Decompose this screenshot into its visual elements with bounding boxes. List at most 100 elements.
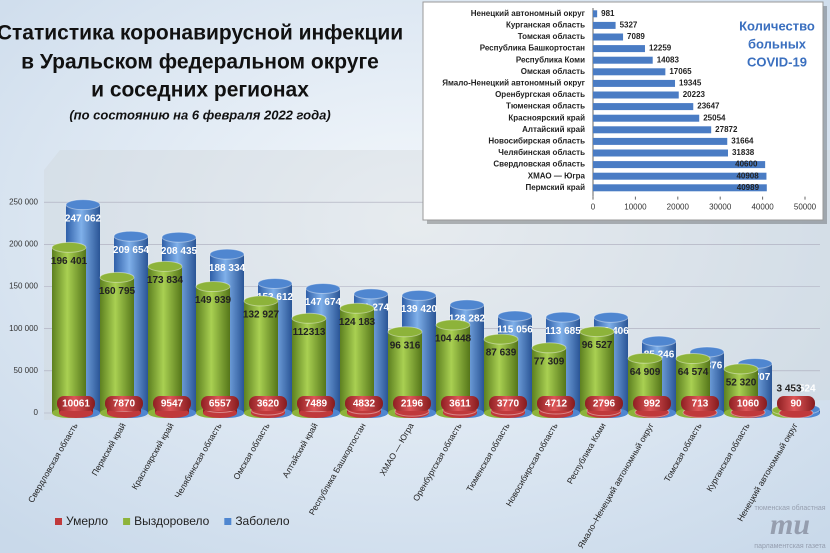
data-label: 713 bbox=[692, 399, 709, 410]
label-pill bbox=[729, 396, 767, 411]
data-label: 20223 bbox=[683, 90, 706, 99]
bar bbox=[593, 149, 728, 157]
bar-top bbox=[497, 310, 533, 322]
bar bbox=[51, 241, 87, 418]
data-label: 3620 bbox=[257, 399, 280, 410]
bar-top bbox=[675, 353, 711, 365]
bar bbox=[99, 271, 135, 418]
label-pill bbox=[393, 396, 431, 411]
data-label: 90 bbox=[790, 399, 802, 410]
data-label: 992 bbox=[644, 399, 661, 410]
data-label: 115 056 bbox=[497, 325, 533, 336]
data-label: 208 435 bbox=[161, 246, 198, 257]
data-label: 4 524 bbox=[790, 384, 815, 395]
bar-top bbox=[51, 241, 87, 253]
y-tick-label: 50 000 bbox=[14, 366, 39, 375]
bar-top bbox=[579, 326, 615, 338]
data-label: 52 320 bbox=[726, 378, 757, 389]
data-label: 160 795 bbox=[99, 286, 136, 297]
chart-title: и соседних регионах bbox=[91, 79, 309, 102]
data-label: 149 939 bbox=[195, 295, 232, 306]
data-label: 153 612 bbox=[257, 292, 294, 303]
category-label: Томская область bbox=[518, 32, 585, 41]
bar bbox=[593, 161, 766, 169]
bar-top bbox=[627, 352, 663, 364]
bar bbox=[593, 114, 700, 122]
data-label: 4712 bbox=[545, 399, 568, 410]
data-label: 112313 bbox=[293, 327, 326, 338]
label-pill bbox=[633, 396, 671, 411]
category-label: Республика Башкортостан bbox=[480, 44, 585, 53]
bar-top bbox=[641, 335, 677, 347]
category-label: Оренбургская область bbox=[495, 90, 585, 99]
bar-top bbox=[99, 271, 135, 283]
logo: тюменская областная mu парламентская газ… bbox=[754, 504, 825, 550]
data-label: 173 834 bbox=[147, 275, 184, 286]
bar-top bbox=[545, 311, 581, 323]
bar-top bbox=[483, 333, 519, 345]
data-label: 17065 bbox=[669, 67, 692, 76]
x-tick-label: 10000 bbox=[624, 203, 647, 212]
label-pill bbox=[105, 396, 143, 411]
bar bbox=[593, 45, 645, 53]
data-label: 7089 bbox=[627, 32, 645, 41]
data-label: 2196 bbox=[401, 399, 424, 410]
data-label: 3 453 bbox=[776, 384, 801, 395]
data-label: 124 183 bbox=[339, 317, 376, 328]
data-label: 19345 bbox=[679, 79, 702, 88]
bar-top bbox=[243, 295, 279, 307]
x-tick-label: 20000 bbox=[667, 203, 690, 212]
bar-top bbox=[113, 230, 149, 242]
data-label: 7870 bbox=[113, 399, 136, 410]
bar-top bbox=[531, 342, 567, 354]
bar-body bbox=[148, 266, 182, 413]
data-label: 96 316 bbox=[390, 340, 421, 351]
bar-top bbox=[339, 302, 375, 314]
chart-title: в Уральском федеральном округе bbox=[21, 51, 379, 74]
legend-swatch bbox=[55, 518, 62, 525]
bar bbox=[593, 184, 767, 192]
inset-title: Количество bbox=[739, 18, 815, 33]
category-label: Курганская область bbox=[506, 21, 585, 30]
bar-top bbox=[257, 277, 293, 289]
label-pill bbox=[441, 396, 479, 411]
legend-swatch bbox=[224, 518, 232, 525]
bar-top bbox=[305, 282, 341, 294]
category-label: Ямало-Ненецкий автономный округ bbox=[442, 79, 585, 88]
data-label: 981 bbox=[601, 9, 615, 18]
x-tick-label: 40000 bbox=[751, 203, 774, 212]
data-label: 147 674 bbox=[305, 297, 342, 308]
label-pill bbox=[297, 396, 335, 411]
bar bbox=[593, 103, 694, 111]
data-label: 128 282 bbox=[449, 313, 486, 324]
label-pill bbox=[681, 396, 719, 411]
bar-top bbox=[449, 299, 485, 311]
bar bbox=[593, 56, 653, 64]
bar-top bbox=[65, 199, 101, 211]
logo-top: тюменская областная bbox=[754, 504, 825, 512]
data-label: 113 685 bbox=[545, 326, 581, 337]
bar-body bbox=[52, 247, 86, 413]
category-label: Омская область bbox=[521, 67, 585, 76]
y-tick-label: 0 bbox=[34, 408, 39, 417]
inset-title: COVID-19 bbox=[747, 54, 807, 69]
data-label: 40989 bbox=[737, 183, 760, 192]
data-label: 1060 bbox=[737, 399, 760, 410]
label-pill bbox=[489, 396, 527, 411]
data-label: 6557 bbox=[209, 399, 232, 410]
data-label: 64 909 bbox=[630, 367, 661, 378]
logo-bottom: парламентская газета bbox=[754, 543, 825, 550]
data-label: 12259 bbox=[649, 44, 672, 53]
bar-body bbox=[196, 286, 230, 413]
data-label: 25054 bbox=[703, 113, 726, 122]
data-label: 85 246 bbox=[644, 350, 675, 361]
data-label: 188 334 bbox=[209, 263, 246, 274]
data-label: 87 639 bbox=[486, 348, 517, 359]
bar-top bbox=[161, 231, 197, 243]
bar-top bbox=[401, 289, 437, 301]
category-label: Республика Коми bbox=[516, 55, 585, 64]
bar-top bbox=[291, 312, 327, 324]
category-label: Ненецкий автономный округ bbox=[471, 9, 586, 18]
category-label: Новосибирская область bbox=[488, 137, 585, 146]
